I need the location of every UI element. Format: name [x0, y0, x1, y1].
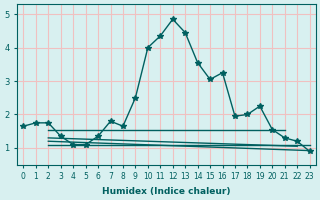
X-axis label: Humidex (Indice chaleur): Humidex (Indice chaleur)	[102, 187, 231, 196]
